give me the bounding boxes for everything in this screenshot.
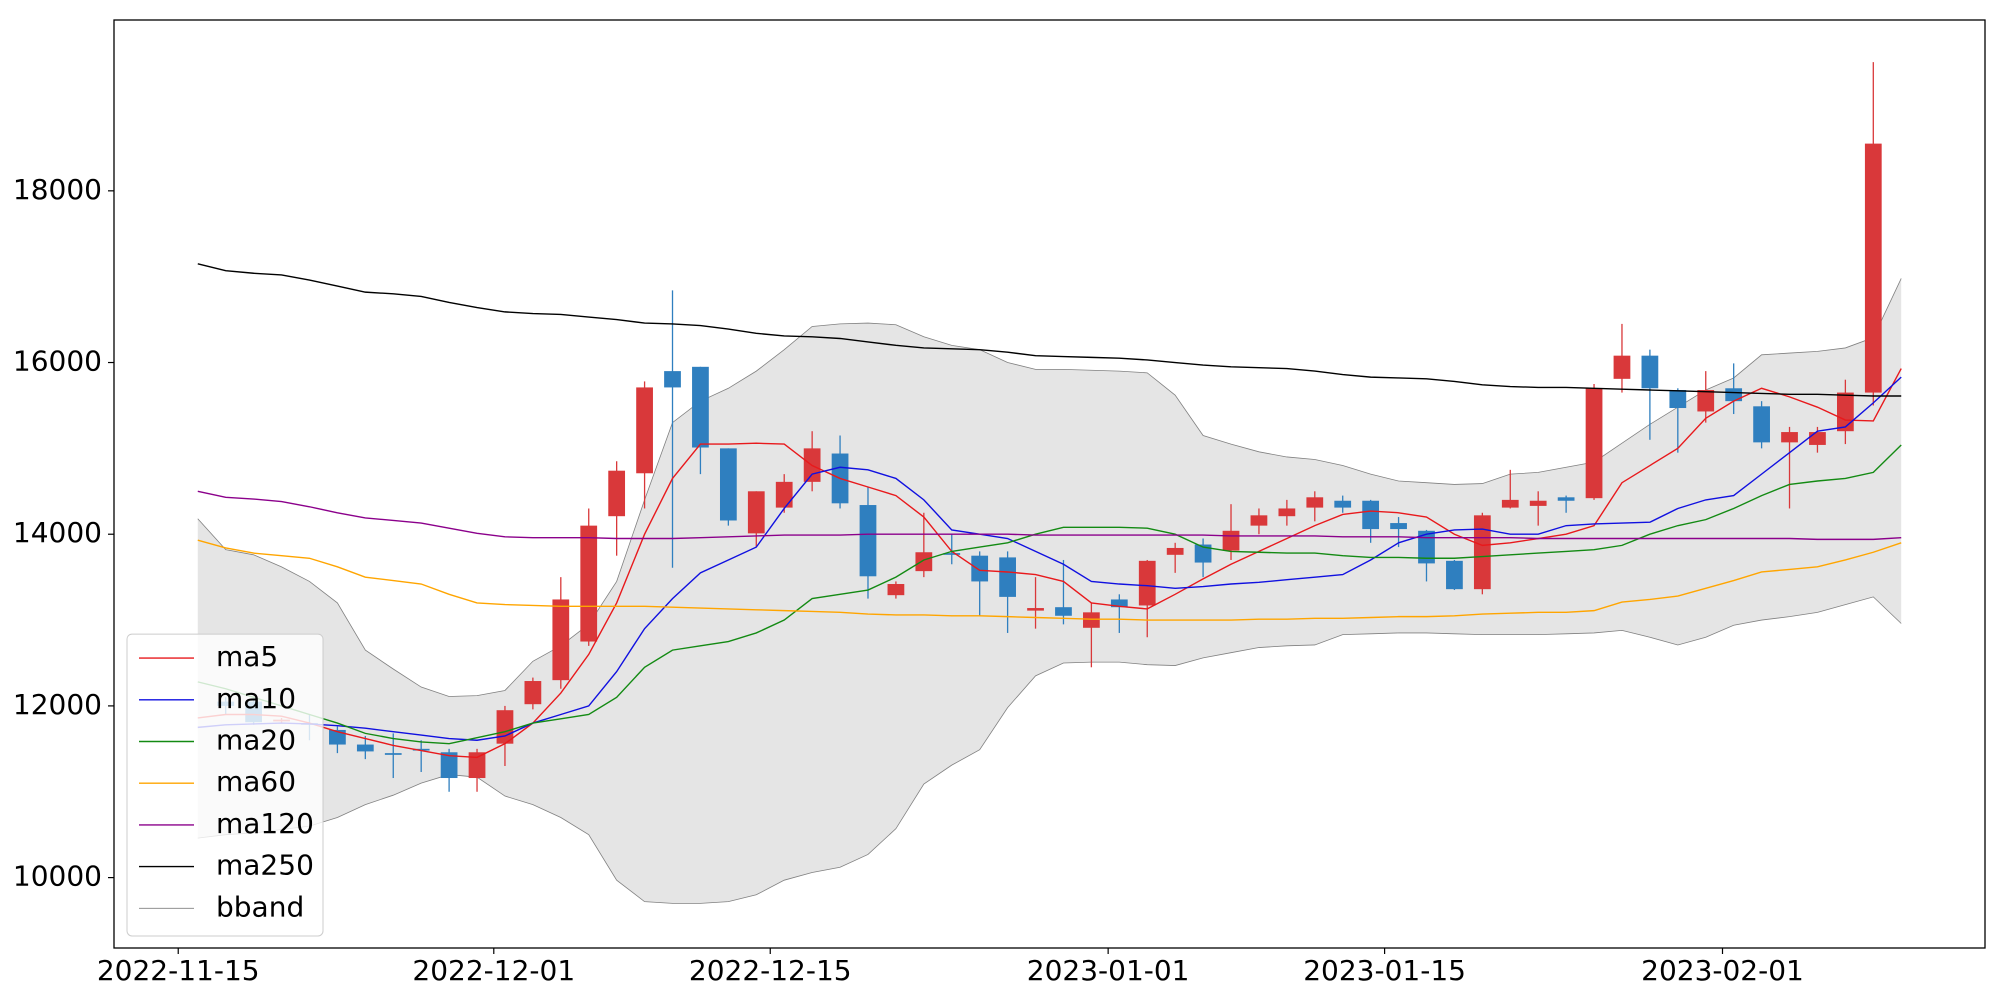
candle-body	[440, 752, 458, 779]
y-tick-label: 12000	[13, 688, 102, 721]
y-tick-label: 10000	[13, 860, 102, 893]
candle-body	[1697, 389, 1715, 412]
candle-body	[943, 553, 961, 555]
candle-body	[552, 599, 570, 681]
legend-box	[126, 633, 324, 937]
y-tick-label: 16000	[13, 345, 102, 378]
candle-body	[859, 505, 877, 577]
legend-label: ma120	[216, 807, 314, 840]
x-tick-label: 2022-12-01	[412, 954, 575, 987]
candle-body	[1222, 530, 1240, 551]
candle-body	[524, 681, 542, 705]
candle-body	[971, 555, 989, 582]
candle-body	[1473, 515, 1491, 590]
candle-body	[1306, 497, 1324, 508]
candle-body	[1781, 432, 1798, 443]
legend-label: ma5	[216, 640, 278, 673]
candle-body	[775, 481, 793, 508]
candle-body	[1027, 608, 1044, 611]
candle-body	[608, 470, 626, 517]
legend-label: ma250	[216, 849, 314, 882]
legend-label: ma10	[216, 682, 296, 715]
candle-body	[1446, 560, 1463, 590]
legend-label: ma20	[216, 724, 296, 757]
legend-label: ma60	[216, 765, 296, 798]
candle-body	[747, 491, 765, 534]
candle-body	[692, 366, 709, 448]
candle-body	[580, 525, 598, 642]
candle-body	[664, 371, 681, 388]
candle-body	[1166, 547, 1184, 555]
candle-body	[1753, 406, 1770, 443]
candle-body	[1138, 560, 1156, 606]
ma-line	[197, 376, 1902, 741]
y-tick-label: 18000	[13, 173, 102, 206]
candle-body	[1083, 612, 1100, 628]
candle-body	[1194, 544, 1212, 563]
candle-body	[1110, 599, 1128, 608]
candle-body	[1390, 523, 1407, 530]
candle-body	[1418, 530, 1435, 564]
ma-line	[197, 444, 1902, 745]
x-tick-label: 2023-01-15	[1303, 954, 1466, 987]
candle-body	[1055, 607, 1072, 616]
candle-body	[1809, 432, 1826, 445]
candle-body	[1836, 392, 1854, 432]
candle-body	[1669, 389, 1687, 409]
candle-body	[636, 387, 653, 474]
candle-body	[1362, 500, 1380, 530]
candle-body	[1641, 355, 1659, 389]
candle-body	[1501, 499, 1519, 508]
candle-body	[999, 557, 1016, 597]
band-upper	[197, 278, 1902, 697]
ma-line	[197, 539, 1902, 621]
candle-body	[468, 752, 486, 779]
plot-area	[197, 62, 1902, 904]
candle-body	[1334, 500, 1352, 508]
candle-body	[356, 744, 374, 752]
candle-body	[412, 748, 430, 751]
candle-body	[1250, 515, 1268, 526]
candle-body	[1864, 143, 1882, 393]
band-area	[197, 278, 1902, 904]
candle-body	[329, 729, 346, 745]
candle-body	[1613, 355, 1631, 379]
candle-body	[1725, 388, 1743, 402]
candle-body	[1529, 500, 1547, 506]
ma-line	[197, 490, 1902, 541]
candle-body	[1557, 497, 1575, 501]
candle-body	[1278, 508, 1296, 517]
candle-body	[887, 584, 905, 596]
ma-line	[197, 368, 1902, 759]
candle-body	[384, 753, 402, 755]
candle-body	[496, 710, 514, 744]
x-tick-label: 2023-02-01	[1641, 954, 1804, 987]
candle-body	[915, 552, 933, 572]
x-tick-label: 2022-11-15	[97, 954, 260, 987]
candle-body	[719, 448, 737, 521]
x-tick-label: 2023-01-01	[1027, 954, 1190, 987]
candle-body	[1585, 388, 1603, 499]
plot-frame	[113, 19, 1986, 949]
legend-label: bband	[216, 890, 304, 923]
y-tick-label: 14000	[13, 516, 102, 549]
x-tick-label: 2022-12-15	[689, 954, 852, 987]
band-lower	[197, 596, 1902, 904]
ma-line	[197, 263, 1902, 397]
